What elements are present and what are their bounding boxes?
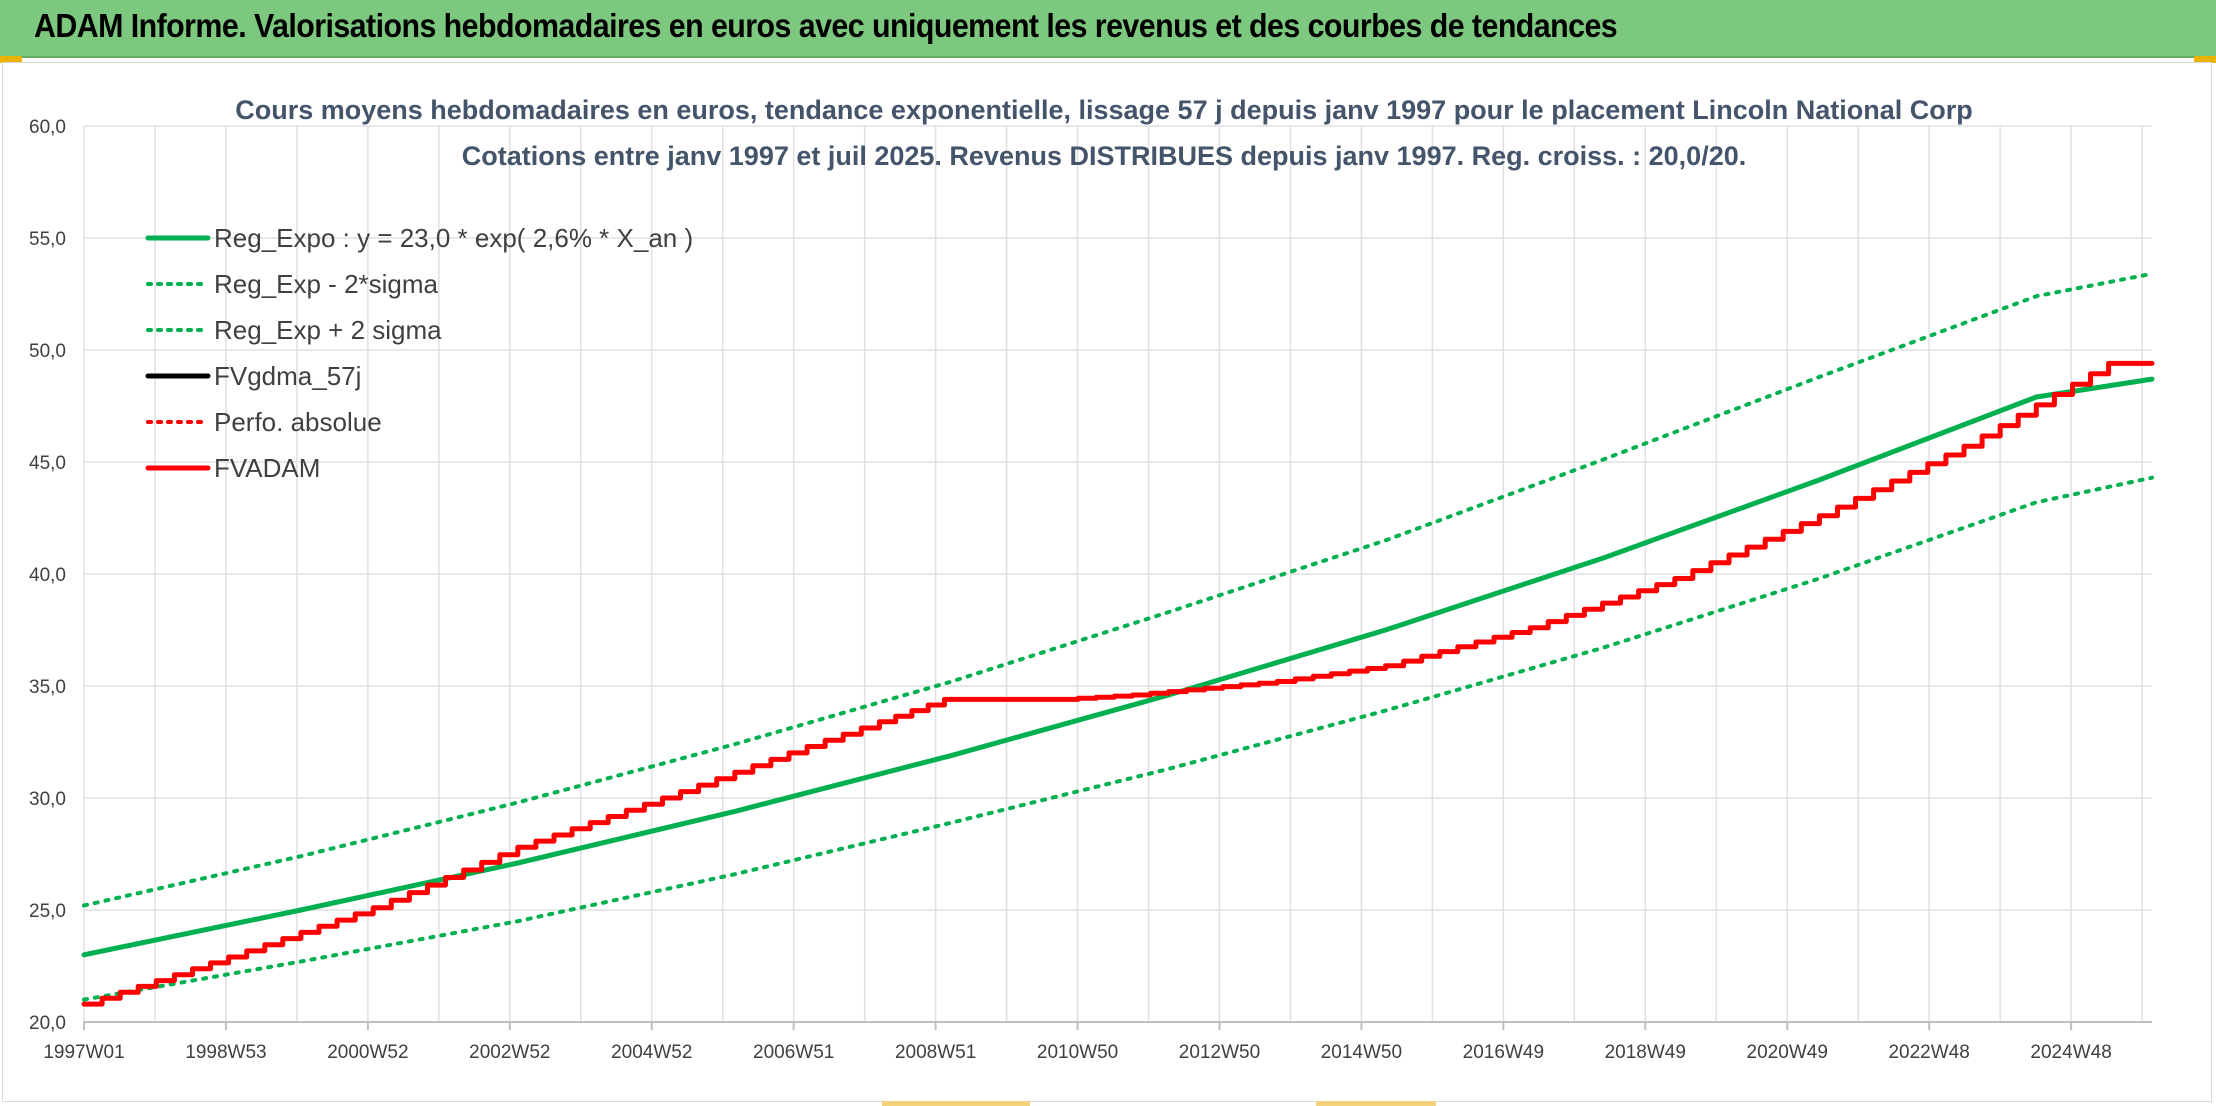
x-tick-label: 2000W52	[327, 1042, 408, 1063]
chart-title: Cours moyens hebdomadaires en euros, ten…	[235, 95, 1973, 125]
y-tick-label: 50,0	[29, 341, 66, 362]
y-tick-label: 55,0	[29, 229, 66, 250]
bottom-mark	[882, 1101, 1030, 1106]
x-tick-label: 2018W49	[1605, 1042, 1686, 1063]
y-tick-label: 25,0	[29, 901, 66, 922]
x-tick-label: 1997W01	[43, 1042, 124, 1063]
x-tick-label: 2014W50	[1321, 1042, 1402, 1063]
chart-subtitle: Cotations entre janv 1997 et juil 2025. …	[462, 141, 1747, 171]
y-tick-label: 45,0	[29, 453, 66, 474]
legend-label: FVADAM	[214, 453, 320, 483]
x-tick-label: 2004W52	[611, 1042, 692, 1063]
x-tick-label: 2006W51	[753, 1042, 834, 1063]
x-tick-label: 2008W51	[895, 1042, 976, 1063]
legend-label: Perfo. absolue	[214, 407, 382, 437]
legend-label: FVgdma_57j	[214, 361, 361, 391]
x-tick-label: 2022W48	[1888, 1042, 1969, 1063]
x-tick-label: 2002W52	[469, 1042, 550, 1063]
report-title: ADAM Informe. Valorisations hebdomadaire…	[34, 7, 1618, 44]
x-tick-label: 2012W50	[1179, 1042, 1260, 1063]
header-banner: ADAM Informe. Valorisations hebdomadaire…	[0, 0, 2216, 58]
x-tick-label: 1998W53	[185, 1042, 266, 1063]
y-tick-label: 20,0	[29, 1013, 66, 1034]
y-tick-label: 30,0	[29, 789, 66, 810]
y-tick-label: 60,0	[29, 117, 66, 138]
chart-frame	[2, 62, 2212, 1102]
x-tick-label: 2024W48	[2030, 1042, 2111, 1063]
y-tick-label: 40,0	[29, 565, 66, 586]
series-line	[82, 475, 2154, 1002]
y-tick-label: 35,0	[29, 677, 66, 698]
x-tick-label: 2020W49	[1747, 1042, 1828, 1063]
legend-label: Reg_Expo : y = 23,0 * exp( 2,6% * X_an )	[214, 223, 693, 253]
legend-label: Reg_Exp - 2*sigma	[214, 269, 439, 299]
corner-mark-left	[0, 56, 22, 63]
legend-label: Reg_Exp + 2 sigma	[214, 315, 442, 345]
series-line	[81, 376, 2155, 958]
plot-series	[81, 271, 2155, 1007]
series-line	[82, 271, 2154, 908]
grid	[83, 125, 2152, 1023]
x-tick-label: 2016W49	[1463, 1042, 1544, 1063]
series-line	[81, 360, 2155, 1007]
axes: 20,0 25,0 30,0 35,0 40,0 45,0 50,0 55,0 60,0 1997…	[29, 117, 2152, 1063]
corner-mark-right	[2194, 56, 2216, 63]
x-tick-label: 2010W50	[1037, 1042, 1118, 1063]
legend: Reg_Expo : y = 23,0 * exp( 2,6% * X_an )…	[145, 223, 693, 483]
bottom-mark	[1316, 1101, 1436, 1106]
